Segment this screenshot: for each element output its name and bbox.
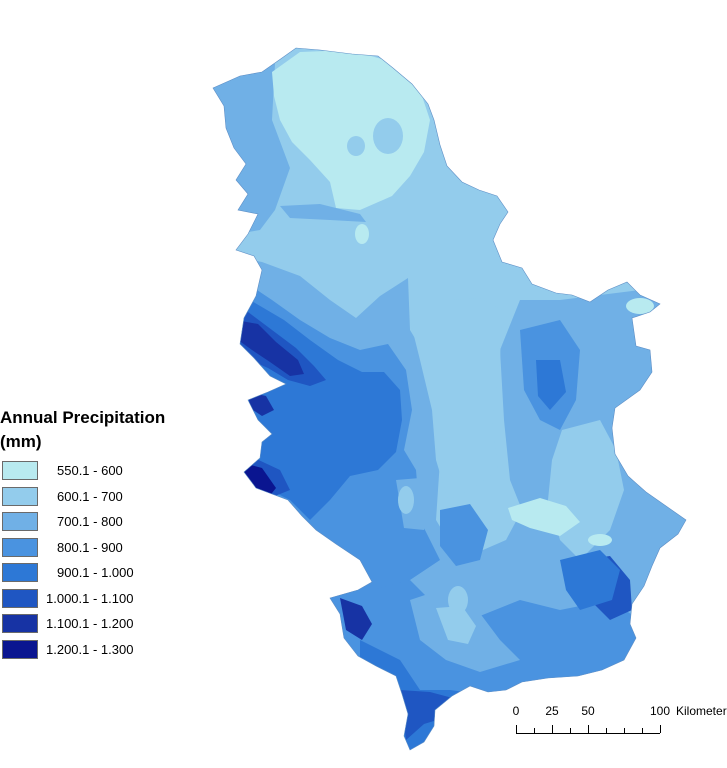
zone-550-600-north: [272, 50, 430, 210]
scale-unit: Kilometers: [676, 704, 727, 718]
zone-600-700-spot-south: [448, 586, 468, 614]
zone-700-800-band: [280, 204, 366, 222]
scale-tick: [516, 725, 517, 733]
zone-550-600-east-spot-2: [588, 534, 612, 546]
legend-label: 800.1 - 900: [57, 539, 123, 555]
legend-label: 700.1 - 800: [57, 514, 123, 530]
zone-600-700-spot-center: [398, 486, 414, 514]
legend-swatch: [2, 563, 38, 583]
zone-1100-1200-west: [236, 320, 304, 376]
legend-label: 1.100.1 - 1.200: [46, 616, 134, 632]
zone-600-700-island: [373, 118, 403, 154]
zone-1100-1200-south: [340, 598, 372, 640]
scale-tick: [552, 725, 553, 733]
legend-item: 700.1 - 800: [0, 509, 200, 535]
legend-item: 800.1 - 900: [0, 535, 200, 561]
legend-swatch: [2, 461, 38, 481]
legend-swatch: [2, 639, 38, 659]
zone-1100-1200-west-2: [248, 392, 274, 416]
scale-tick: [570, 728, 571, 733]
scale-tick: [624, 728, 625, 733]
legend-label: 900.1 - 1.000: [57, 565, 134, 581]
legend-item: 1.100.1 - 1.200: [0, 611, 200, 637]
zone-600-700-central: [410, 286, 502, 500]
legend-item: 1.000.1 - 1.100: [0, 586, 200, 612]
legend-title: Annual Precipitation: [0, 408, 166, 427]
legend-unit: (mm): [0, 432, 42, 451]
zone-900-1000-east-2: [536, 360, 566, 410]
legend-label: 1.000.1 - 1.100: [46, 590, 134, 606]
legend-swatch: [2, 614, 38, 634]
zone-550-600-spot: [355, 224, 369, 244]
scale-label-100: 100: [649, 704, 671, 718]
legend-label: 600.1 - 700: [57, 488, 123, 504]
zone-600-700-island-2: [347, 136, 365, 156]
legend-items: 550.1 - 600 600.1 - 700 700.1 - 800 800.…: [0, 458, 200, 662]
precipitation-zones: [213, 48, 686, 750]
scale-line: [516, 733, 660, 734]
zone-600-700-south-center: [436, 606, 476, 644]
zone-550-600-east-spot: [626, 298, 654, 314]
legend-label: 550.1 - 600: [57, 463, 123, 479]
scale-tick: [660, 725, 661, 733]
legend-item: 600.1 - 700: [0, 484, 200, 510]
legend-swatch: [2, 588, 38, 608]
zone-800-900-center: [440, 504, 488, 566]
legend-swatch: [2, 512, 38, 532]
scale-bar: 0 25 50 100 Kilometers: [505, 704, 727, 744]
scale-tick: [606, 728, 607, 733]
zone-900-1000-east: [560, 550, 620, 610]
legend-item: 1.200.1 - 1.300: [0, 637, 200, 663]
scale-label-25: 25: [545, 704, 559, 718]
legend-item: 550.1 - 600: [0, 458, 200, 484]
scale-label-50: 50: [581, 704, 595, 718]
map-legend: Annual Precipitation (mm) 550.1 - 600 60…: [0, 406, 200, 662]
legend-swatch: [2, 537, 38, 557]
country-outline: [212, 47, 687, 751]
zone-550-600-east: [508, 498, 580, 536]
scale-tick: [642, 728, 643, 733]
zone-1200-1300-southwest: [240, 462, 276, 498]
legend-label: 1.200.1 - 1.300: [46, 641, 134, 657]
scale-label-0: 0: [512, 704, 520, 718]
scale-tick: [534, 728, 535, 733]
scale-tick: [588, 725, 589, 733]
legend-swatch: [2, 486, 38, 506]
legend-item: 900.1 - 1.000: [0, 560, 200, 586]
